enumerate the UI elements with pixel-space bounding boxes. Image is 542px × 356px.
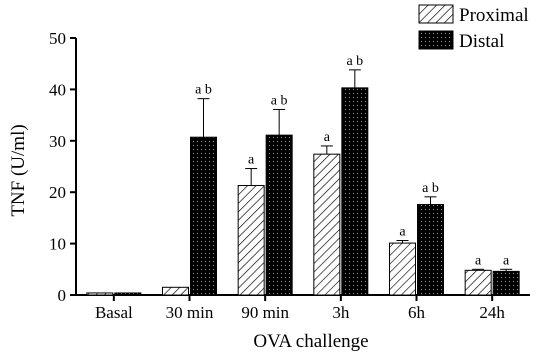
x-tick-label: 90 min [241,303,289,322]
bar-proximal [313,153,341,296]
bar-distal [265,134,293,296]
y-tick-label: 30 [49,132,66,151]
bar-proximal [237,185,265,296]
y-tick-label: 10 [49,235,66,254]
significance-label: a [399,225,406,240]
x-axis-title: OVA challenge [253,331,368,351]
bar-proximal [464,269,492,296]
legend-label-proximal: Proximal [459,5,529,26]
x-tick-label: Basal [95,303,133,322]
significance-label: a b [195,83,212,98]
bar-distal [492,270,520,296]
significance-label: a [503,253,510,268]
bar-distal [114,292,142,296]
significance-label: a b [422,181,439,196]
legend: Proximal Distal [418,4,529,52]
legend-label-distal: Distal [459,31,504,52]
x-tick-label: 30 min [166,303,214,322]
bars [86,69,520,296]
y-tick-label: 40 [49,80,66,99]
y-tick-label: 0 [58,286,67,305]
axes [70,37,530,301]
labels: 0 10 20 30 40 50 Basal 30 min 90 min 3h 6h 24h a b a a… [8,29,510,352]
legend-swatch-distal [418,30,454,50]
bar-distal [417,204,444,296]
x-tick-label: 3h [332,303,350,322]
y-tick-label: 50 [49,29,66,48]
bar-proximal [162,286,189,296]
significance-label: a b [271,93,288,108]
significance-label: a b [346,54,363,69]
x-tick-label: 6h [408,303,426,322]
bar-distal [190,136,217,296]
legend-swatch-proximal [418,4,454,24]
significance-label: a [248,153,255,168]
y-axis-title: TNF (U/ml) [8,124,29,216]
y-tick-label: 20 [49,183,66,202]
x-tick-label: 24h [479,303,505,322]
significance-label: a [324,130,331,145]
bar-distal [341,87,369,296]
bar-proximal [389,242,416,296]
bar-proximal [86,292,114,296]
significance-label: a [475,253,482,268]
